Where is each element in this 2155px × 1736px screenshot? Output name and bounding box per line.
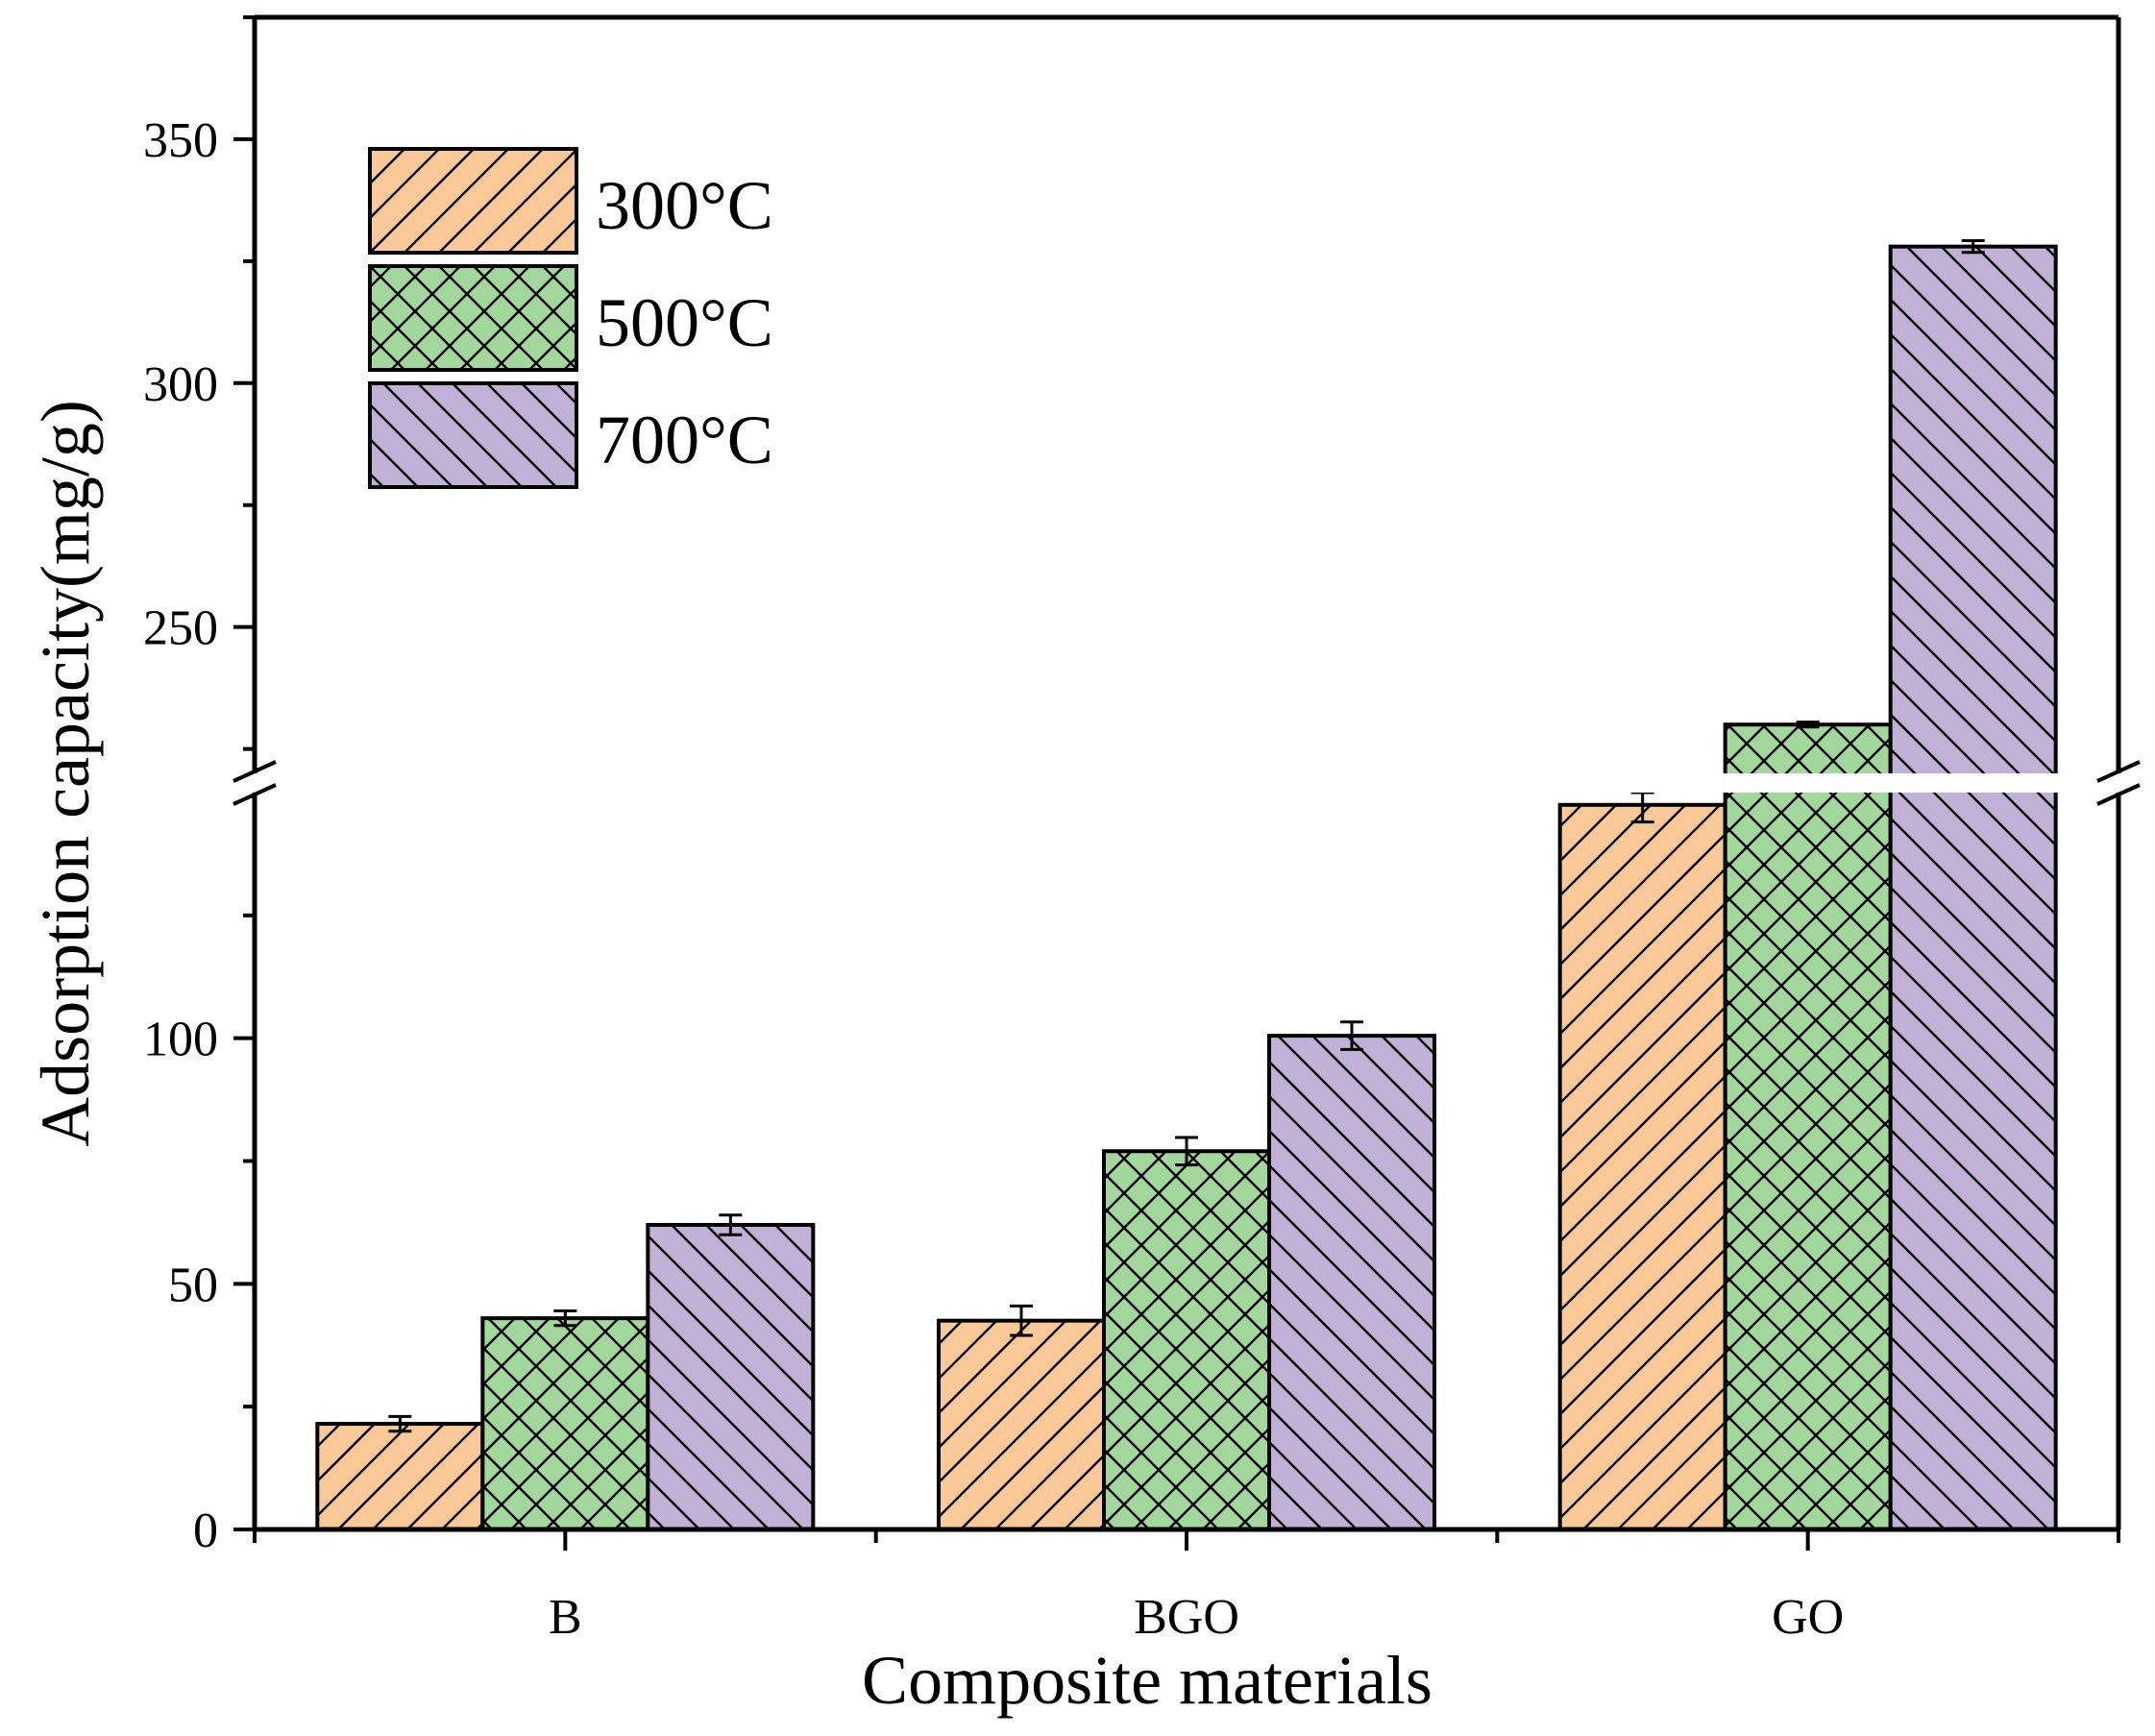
y-tick-label: 0 — [193, 1504, 218, 1558]
y-tick-label: 50 — [168, 1258, 218, 1312]
y-tick-label: 100 — [143, 1013, 218, 1067]
legend-label-300: 300°C — [596, 167, 773, 244]
break-mark — [2096, 783, 2141, 806]
axis-break-gap — [249, 773, 2124, 793]
axes: 0 50 100 250 300 350 B BGO GO — [143, 14, 2121, 1645]
bar-b-0 — [315, 1422, 485, 1532]
y-tick-label: 350 — [143, 113, 218, 168]
y-tick-label: 250 — [143, 601, 218, 656]
error-bar-b-0 — [388, 1414, 412, 1433]
bar-bgo-1 — [1102, 1149, 1271, 1531]
bar-go-0 — [1557, 802, 1727, 1531]
x-tick-label-go: GO — [1772, 1590, 1844, 1645]
x-axis-title: Composite materials — [862, 1642, 1433, 1719]
break-mark — [233, 760, 277, 783]
error-bar-bgo-1 — [1175, 1136, 1198, 1167]
x-tick-label-b: B — [549, 1590, 582, 1645]
break-mark — [2096, 760, 2141, 783]
bar-go-2 — [1888, 244, 2058, 1532]
error-bar-b-1 — [553, 1308, 577, 1328]
y-tick-label: 300 — [143, 357, 218, 412]
legend-swatch-300 — [368, 147, 578, 255]
error-bars — [388, 239, 1985, 1433]
y-axis-title: Adsorption capacity(mg/g) — [27, 400, 104, 1147]
break-mark — [233, 783, 277, 806]
axis-breaks — [233, 760, 2141, 806]
error-bar-go-1 — [1796, 721, 1820, 729]
bars — [315, 244, 2058, 1532]
bar-go-1 — [1723, 722, 1893, 1531]
bar-b-2 — [646, 1222, 816, 1532]
legend-swatch-700 — [368, 381, 578, 489]
legend-label-500: 500°C — [596, 284, 773, 361]
bar-b-1 — [480, 1316, 650, 1532]
error-bar-go-2 — [1961, 239, 1985, 255]
bar-bgo-2 — [1267, 1034, 1436, 1531]
legend: 300°C 500°C 700°C — [368, 147, 773, 489]
error-bar-bgo-2 — [1340, 1020, 1363, 1051]
error-bar-b-2 — [719, 1213, 743, 1236]
x-tick-label-bgo: BGO — [1134, 1590, 1239, 1645]
error-bar-bgo-0 — [1010, 1304, 1033, 1337]
bar-bgo-0 — [937, 1318, 1106, 1532]
legend-label-700: 700°C — [596, 402, 773, 478]
legend-swatch-500 — [368, 264, 578, 372]
